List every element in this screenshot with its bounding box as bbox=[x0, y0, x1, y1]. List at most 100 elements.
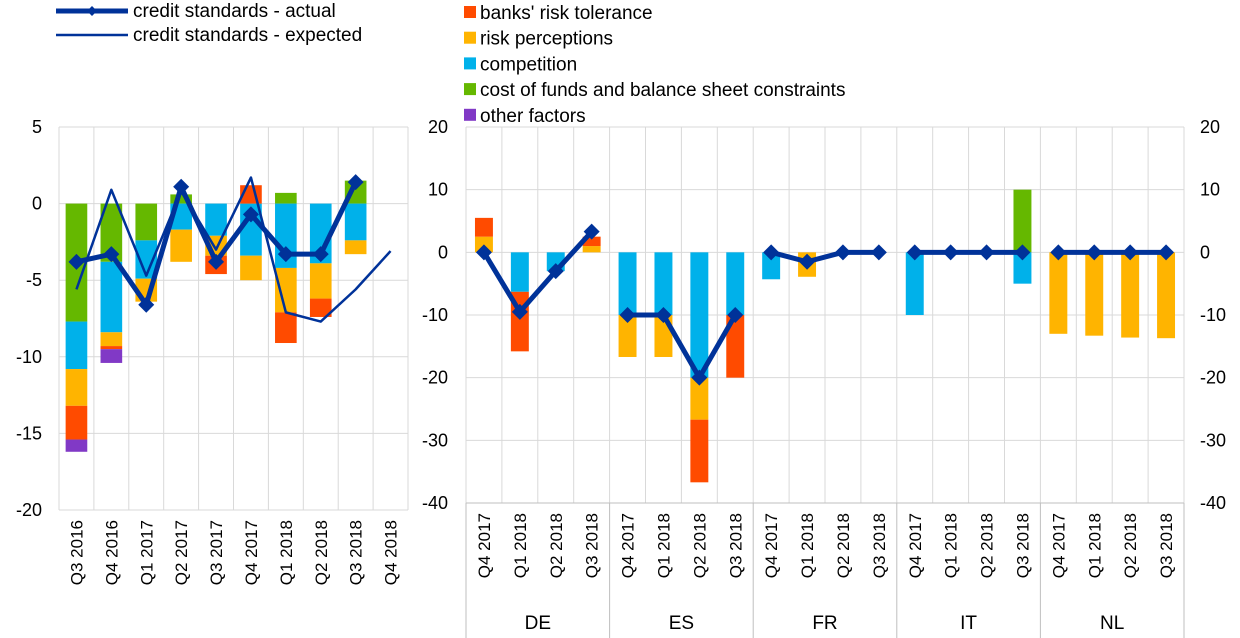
point-actual-de bbox=[547, 263, 564, 280]
bar-competition bbox=[100, 261, 123, 333]
bar-de-banks-risk-tolerance bbox=[582, 236, 601, 247]
legend-swatch-cost-of-funds-and-balance-sheet-constraints bbox=[464, 83, 476, 96]
point-actual-fr bbox=[870, 244, 887, 261]
y-tick-label-right: -10 bbox=[1200, 305, 1226, 325]
x-tick-label: Q2 2018 bbox=[834, 513, 853, 578]
group-label-es: ES bbox=[669, 613, 694, 634]
point-actual-fr bbox=[763, 244, 780, 261]
point-actual-de bbox=[511, 303, 528, 320]
legend-swatch-other-factors bbox=[464, 108, 476, 121]
x-tick-label: Q2 2018 bbox=[312, 520, 331, 585]
x-tick-label: Q3 2016 bbox=[67, 520, 86, 585]
point-actual-it bbox=[1014, 244, 1031, 261]
group-label-de: DE bbox=[525, 613, 551, 634]
legend-label-credit-standards-actual: credit standards - actual bbox=[133, 1, 336, 22]
x-tick-label: Q1 2018 bbox=[511, 513, 530, 578]
y-tick-label: 0 bbox=[32, 194, 42, 214]
bar-competition bbox=[205, 203, 227, 236]
point-actual-es bbox=[727, 307, 744, 323]
x-tick-label: Q2 2018 bbox=[1121, 513, 1140, 578]
left-panel: 5 0 -5 -10 -15 -20 Q3 2016 Q4 2016 Q1 2017 Q2 201… bbox=[16, 117, 409, 585]
y-tick-label-right: -20 bbox=[1200, 368, 1226, 388]
bar-risk-perceptions bbox=[100, 332, 123, 347]
bar-es-banks-risk-tolerance bbox=[726, 315, 745, 378]
bar-risk-perceptions bbox=[344, 240, 367, 255]
legend-swatch-competition bbox=[464, 57, 476, 70]
y-tick-label: -5 bbox=[26, 270, 42, 290]
legend-label-competition: competition bbox=[480, 54, 577, 75]
legend-swatch-banks-risk-tolerance bbox=[464, 6, 476, 18]
bar-cost-of-funds-and-balance-sheet-constraints bbox=[170, 194, 192, 204]
y-tick-label: -15 bbox=[16, 423, 42, 443]
point-credit-standards-actual bbox=[347, 174, 364, 191]
x-tick-label: Q2 2017 bbox=[172, 520, 191, 585]
legend-label-cost-of-funds-and-balance-sheet-constraints: cost of funds and balance sheet constrai… bbox=[480, 80, 845, 101]
group-label-it: IT bbox=[960, 613, 977, 634]
point-credit-standards-actual bbox=[208, 253, 225, 270]
x-tick-label: Q3 2018 bbox=[347, 520, 366, 585]
y-tick-label-right: 10 bbox=[1200, 180, 1220, 200]
point-credit-standards-actual bbox=[138, 296, 155, 313]
point-actual-nl bbox=[1158, 244, 1175, 261]
y-tick-label-right: -40 bbox=[1200, 493, 1226, 513]
x-tick-label: Q1 2018 bbox=[277, 520, 296, 585]
bar-banks-risk-tolerance bbox=[309, 298, 332, 317]
bar-es-banks-risk-tolerance bbox=[690, 419, 709, 483]
series-line-credit-standards-expected bbox=[75, 176, 392, 323]
bar-es-risk-perceptions bbox=[618, 315, 637, 357]
x-tick-label: Q3 2018 bbox=[1157, 513, 1176, 578]
x-tick-label: Q3 2018 bbox=[870, 513, 889, 578]
y-tick-label-left: -10 bbox=[422, 305, 448, 325]
bar-nl-risk-perceptions bbox=[1049, 252, 1068, 334]
bar-risk-perceptions bbox=[170, 229, 192, 262]
point-actual-de bbox=[583, 223, 600, 240]
x-tick-label: Q1 2018 bbox=[1085, 513, 1104, 578]
x-tick-label: Q3 2017 bbox=[207, 520, 226, 585]
bar-nl-risk-perceptions bbox=[1121, 252, 1140, 338]
bar-cost-of-funds-and-balance-sheet-constraints bbox=[100, 203, 123, 262]
x-tick-label: Q1 2018 bbox=[798, 513, 817, 578]
bar-it-cost-of-funds-and-balance-sheet-constraints bbox=[1013, 189, 1032, 253]
bar-other-factors bbox=[100, 349, 123, 363]
point-actual-nl bbox=[1050, 244, 1067, 261]
point-credit-standards-actual bbox=[242, 206, 259, 223]
legend-label-other-factors: other factors bbox=[480, 106, 586, 127]
y-tick-label-right: -30 bbox=[1200, 430, 1226, 450]
x-tick-label: Q1 2017 bbox=[137, 520, 156, 585]
bar-nl-risk-perceptions bbox=[1085, 252, 1104, 336]
bar-risk-perceptions bbox=[309, 263, 332, 299]
bar-es-competition bbox=[654, 252, 673, 315]
x-tick-label: Q2 2018 bbox=[690, 513, 709, 578]
point-actual-nl bbox=[1086, 244, 1103, 261]
bar-risk-perceptions bbox=[240, 255, 262, 281]
point-actual-it bbox=[942, 244, 959, 261]
bar-banks-risk-tolerance bbox=[65, 405, 88, 440]
bar-banks-risk-tolerance bbox=[275, 312, 297, 344]
x-tick-label: Q4 2018 bbox=[382, 520, 401, 585]
bar-es-risk-perceptions bbox=[690, 377, 709, 420]
x-tick-label: Q4 2017 bbox=[1049, 513, 1068, 578]
x-tick-label: Q4 2017 bbox=[475, 513, 494, 578]
point-actual-it bbox=[978, 244, 995, 261]
y-tick-label-left: -40 bbox=[422, 493, 448, 513]
point-credit-standards-actual bbox=[103, 246, 120, 263]
x-tick-label: Q1 2018 bbox=[942, 513, 961, 578]
bar-competition bbox=[344, 203, 367, 241]
x-tick-label: Q4 2017 bbox=[242, 520, 261, 585]
bar-risk-perceptions bbox=[275, 267, 297, 313]
point-actual-es bbox=[691, 369, 708, 386]
x-tick-label: Q4 2016 bbox=[102, 520, 121, 585]
bar-competition bbox=[135, 240, 158, 279]
legend-label-credit-standards-expected: credit standards - expected bbox=[133, 25, 362, 46]
x-tick-label: Q4 2017 bbox=[906, 513, 925, 578]
legend-marker-credit-standards-actual bbox=[87, 6, 97, 16]
bar-other-factors bbox=[65, 439, 88, 452]
y-tick-label-right: 20 bbox=[1200, 117, 1220, 137]
bar-fr-competition bbox=[762, 252, 781, 280]
bar-es-competition bbox=[618, 252, 637, 315]
bar-de-banks-risk-tolerance bbox=[474, 217, 493, 237]
y-tick-label-left: -20 bbox=[422, 368, 448, 388]
x-tick-label: Q3 2018 bbox=[583, 513, 602, 578]
point-actual-es bbox=[655, 307, 672, 323]
point-actual-fr bbox=[834, 244, 851, 261]
